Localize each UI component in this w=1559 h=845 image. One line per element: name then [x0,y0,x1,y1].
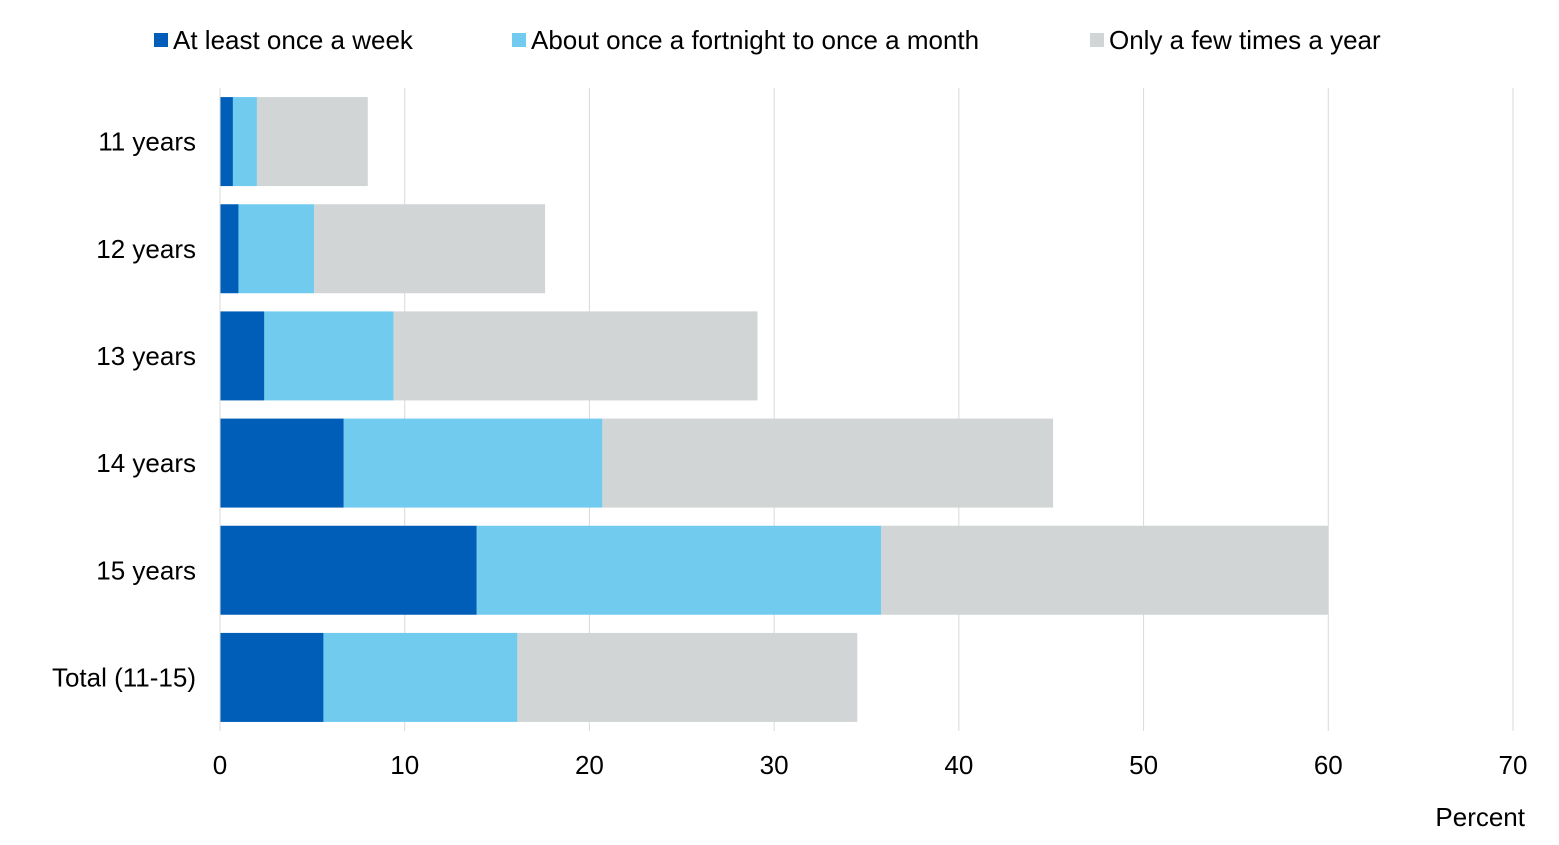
legend-label: About once a fortnight to once a month [531,25,979,55]
bar-segment [256,97,368,187]
x-axis-ticks: 0 10 20 30 40 50 60 70 [213,750,1528,780]
bar-segment [264,311,394,401]
category-label: 13 years [96,341,196,371]
bar-segment [602,418,1054,508]
x-tick-label: 50 [1129,750,1158,780]
bar-segment [314,204,546,294]
bar-segment [238,204,315,294]
category-label: 14 years [96,448,196,478]
x-tick-label: 60 [1314,750,1343,780]
bar-segment [220,204,239,294]
bar-segment [220,525,477,615]
bar-segment [323,632,518,722]
category-label: 15 years [96,555,196,585]
category-label: 11 years [98,127,196,157]
category-label: 12 years [96,234,196,264]
x-tick-label: 40 [944,750,973,780]
x-tick-label: 20 [575,750,604,780]
legend-swatch [1090,33,1104,47]
bar-segment [220,418,344,508]
legend-swatch [512,33,526,47]
bar-segment [476,525,882,615]
x-tick-label: 0 [213,750,227,780]
legend-item: About once a fortnight to once a month [512,25,979,55]
bar-segment [232,97,257,187]
bar-segment [517,632,858,722]
y-axis: 11 years 12 years 13 years 14 years 15 years… [52,88,221,731]
category-label: Total (11-15) [52,662,196,692]
legend-label: At least once a week [173,25,414,55]
legend: At least once a week About once a fortnig… [154,25,1381,55]
bar-segment [220,632,324,722]
x-axis-title: Percent [1435,802,1525,832]
legend-item: Only a few times a year [1090,25,1381,55]
legend-item: At least once a week [154,25,414,55]
x-tick-label: 70 [1499,750,1528,780]
bar-segment [881,525,1329,615]
bars [220,97,1329,722]
bar-segment [343,418,603,508]
bar-segment [393,311,758,401]
bar-segment [220,97,233,187]
legend-swatch [154,33,168,47]
legend-label: Only a few times a year [1109,25,1381,55]
bar-segment [220,311,265,401]
gridlines [404,88,1514,731]
x-tick-label: 30 [760,750,789,780]
x-tick-label: 10 [390,750,419,780]
